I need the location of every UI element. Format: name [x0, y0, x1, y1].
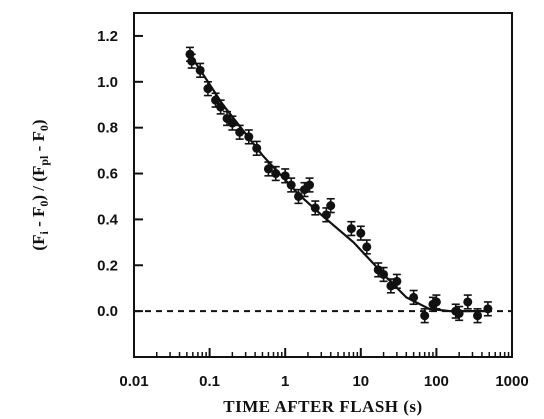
data-point	[321, 210, 331, 220]
x-ticks-layer: 0.01 0.1 1 10 100 1000	[119, 348, 529, 390]
data-point	[392, 276, 402, 286]
y-ticks-layer: 0.0 0.2 0.4 0.6 0.8 1.0 1.2	[97, 28, 143, 320]
data-point	[409, 292, 419, 302]
data-point	[187, 56, 197, 66]
y-tick-label: 0.4	[97, 211, 119, 228]
data-point	[420, 311, 430, 321]
data-point	[379, 269, 389, 279]
data-point	[235, 127, 245, 137]
data-point	[195, 65, 205, 75]
x-tick-label: 100	[424, 373, 449, 390]
plot-frame	[133, 12, 513, 358]
data-point	[244, 132, 254, 142]
data-point	[356, 228, 366, 238]
x-tick-label: 0.1	[199, 373, 220, 390]
data-point	[271, 169, 281, 179]
data-point	[346, 224, 356, 234]
y-tick-label: 0.8	[97, 120, 118, 137]
y-axis-label: (Fi - F0) / (Fpl - F0)	[29, 119, 51, 250]
data-point	[473, 311, 483, 321]
x-tick-label: 10	[352, 373, 369, 390]
x-axis-label: TIME AFTER FLASH (s)	[223, 397, 422, 416]
data-point	[326, 201, 336, 211]
y-tick-label: 0.2	[97, 257, 118, 274]
x-tick-label: 1	[281, 373, 289, 390]
data-point	[286, 180, 296, 190]
data-point	[305, 180, 315, 190]
data-point	[227, 118, 237, 128]
data-point	[294, 191, 304, 201]
data-point	[263, 164, 273, 174]
data-point	[280, 171, 290, 181]
data-point	[463, 297, 473, 307]
data-point	[203, 84, 213, 94]
y-tick-label: 0.6	[97, 166, 118, 183]
y-tick-label: 1.0	[97, 74, 118, 91]
data-point	[454, 308, 464, 318]
fit-line-layer	[189, 53, 490, 313]
y-tick-label: 0.0	[97, 303, 118, 320]
x-tick-label: 0.01	[119, 373, 148, 390]
fit-line	[189, 53, 490, 313]
data-point	[211, 95, 221, 105]
data-point	[310, 203, 320, 213]
data-point	[252, 143, 262, 153]
data-point	[483, 304, 493, 314]
y-tick-label: 1.2	[97, 28, 118, 45]
x-tick-label: 1000	[495, 373, 528, 390]
data-point	[362, 242, 372, 252]
data-point	[431, 297, 441, 307]
data-points-layer	[185, 46, 493, 324]
data-point	[216, 102, 226, 112]
